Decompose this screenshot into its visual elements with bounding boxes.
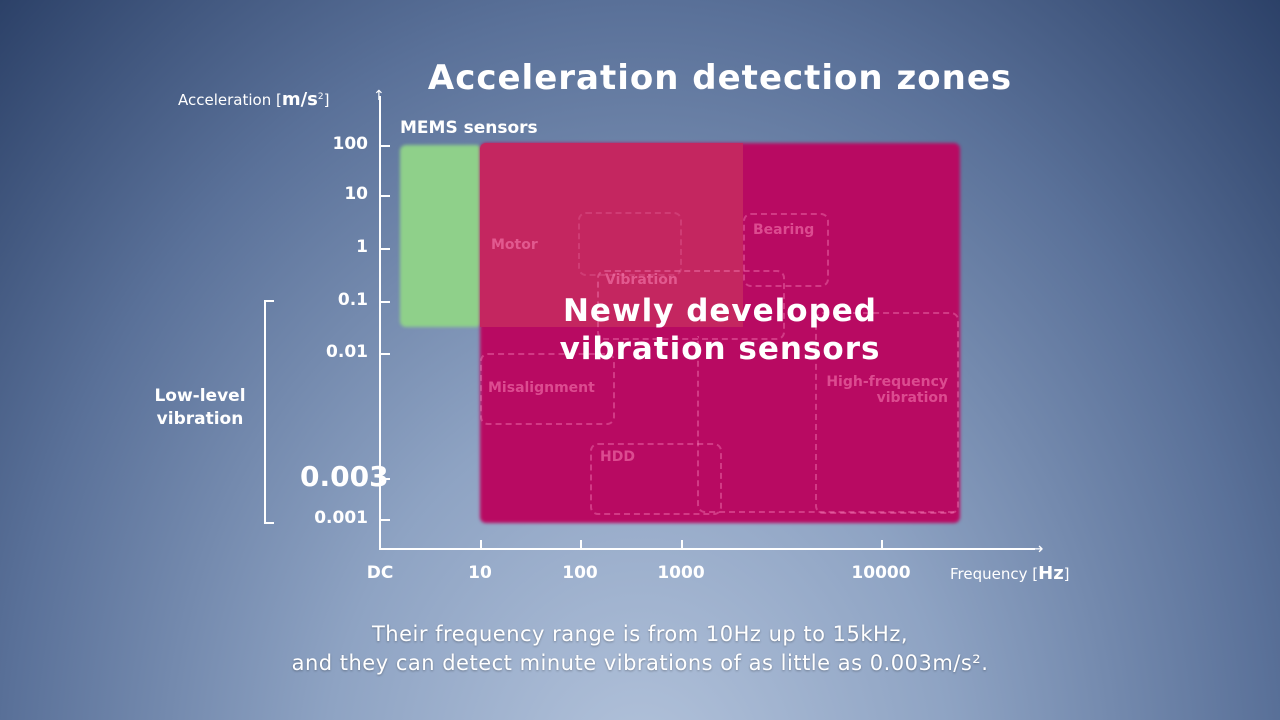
y-axis-label: Acceleration [m/s2] — [178, 89, 330, 110]
low-level-line1: Low-level — [154, 386, 246, 406]
x-axis — [379, 548, 1035, 550]
zone-label-bearing: Bearing — [753, 222, 815, 238]
caption: Their frequency range is from 10Hz up to… — [0, 620, 1280, 678]
low-level-label: Low-level vibration — [140, 385, 260, 431]
zone-hdd — [590, 443, 722, 515]
x-tick-label: 10 — [468, 563, 492, 583]
zone-high-frequency — [815, 312, 959, 514]
zone-label-vibration: Vibration — [605, 272, 678, 288]
y-tick-mark — [380, 195, 390, 197]
y-tick-label: 0.01 — [326, 342, 368, 362]
new-sensors-line2: vibration sensors — [559, 331, 881, 367]
zone-label-motor: Motor — [491, 237, 538, 253]
y-tick-label: 1 — [356, 237, 368, 257]
zone-label-high-frequency: High-frequency vibration — [818, 374, 948, 406]
y-tick-label: 0.1 — [337, 290, 368, 310]
y-tick-label: 100 — [332, 134, 369, 154]
y-tick-mark — [380, 145, 390, 147]
y-tick-mark — [380, 301, 390, 303]
y-tick-label: 0.001 — [314, 508, 368, 528]
x-tick-label: 1000 — [657, 563, 705, 583]
x-tick-label: 100 — [562, 563, 598, 583]
caption-line2: and they can detect minute vibrations of… — [291, 651, 989, 675]
y-axis — [379, 96, 381, 550]
y-tick-mark — [380, 248, 390, 250]
x-tick-label: DC — [366, 563, 394, 583]
x-tick-mark — [681, 540, 683, 549]
hf-line1: High-frequency — [826, 374, 948, 390]
overlap-zone — [480, 143, 743, 327]
y-tick-label: 10 — [344, 184, 368, 204]
x-tick-mark — [480, 540, 482, 549]
hf-line2: vibration — [876, 390, 948, 406]
x-axis-arrow-icon: → — [1030, 539, 1044, 558]
y-axis-unit: m/s — [281, 89, 318, 110]
x-axis-name: Frequency — [950, 565, 1028, 583]
y-axis-unit-sup: 2 — [317, 92, 324, 102]
chart-title: Acceleration detection zones — [427, 58, 1013, 98]
low-level-line2: vibration — [156, 409, 244, 429]
x-axis-unit: Hz — [1038, 563, 1064, 584]
new-sensors-line1: Newly developed — [562, 293, 877, 329]
x-tick-label: 10000 — [851, 563, 911, 583]
x-axis-label: Frequency [Hz] — [950, 563, 1070, 584]
x-tick-mark — [881, 540, 883, 549]
x-tick-mark — [580, 540, 582, 549]
zone-vibration — [597, 270, 785, 340]
y-axis-name: Acceleration — [178, 91, 272, 109]
mems-zone — [400, 145, 482, 327]
new-sensors-label: Newly developed vibration sensors — [520, 292, 920, 368]
y-tick-mark — [380, 353, 390, 355]
low-level-bracket — [264, 300, 274, 524]
zone-label-misalignment: Misalignment — [488, 380, 595, 396]
zone-label-hdd: HDD — [600, 449, 635, 465]
caption-line1: Their frequency range is from 10Hz up to… — [371, 622, 909, 646]
zone-connector — [697, 336, 957, 513]
y-tick-label: 0.003 — [300, 460, 389, 493]
zone-misalignment — [480, 353, 615, 425]
mems-label: MEMS sensors — [400, 118, 538, 138]
zone-motor — [578, 212, 682, 276]
zone-bearing — [743, 213, 829, 287]
y-tick-mark — [380, 519, 390, 521]
y-tick-mark — [380, 478, 390, 480]
y-axis-arrow-icon: ↑ — [373, 88, 385, 104]
